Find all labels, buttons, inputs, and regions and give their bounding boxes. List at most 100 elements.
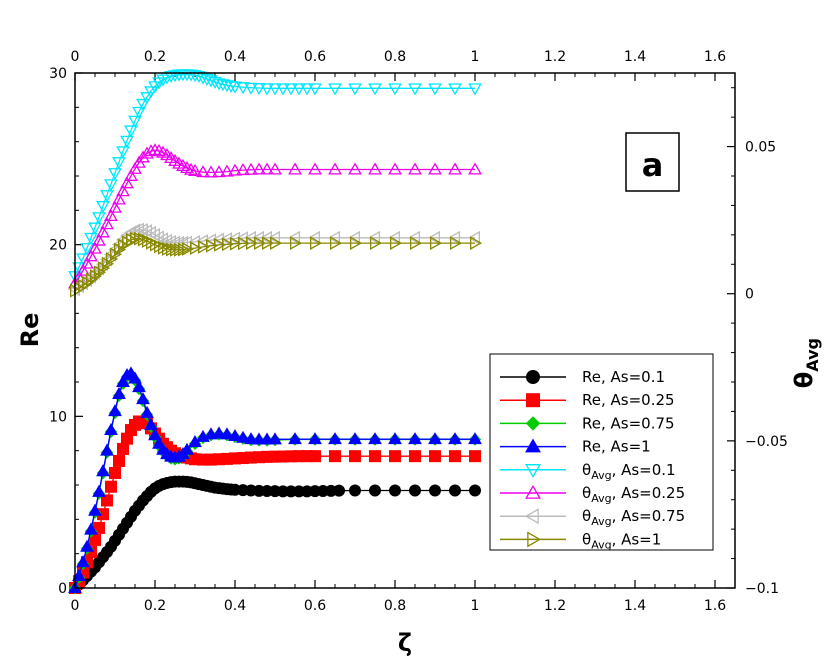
- data-point: [328, 432, 342, 445]
- data-point: [80, 256, 94, 269]
- data-point: [212, 165, 226, 178]
- data-point: [307, 230, 320, 245]
- legend-label-sub: Avg: [591, 492, 611, 505]
- data-point: [90, 269, 103, 283]
- data-point: [113, 454, 125, 467]
- data-point: [101, 494, 113, 507]
- data-point: [178, 242, 191, 257]
- legend-marker: [524, 508, 539, 525]
- data-point: [309, 450, 321, 463]
- data-point: [220, 427, 234, 440]
- data-point: [196, 165, 210, 178]
- data-point: [117, 442, 129, 455]
- data-point: [80, 539, 94, 552]
- data-point: [110, 247, 123, 262]
- data-point: [408, 432, 422, 445]
- data-point: [188, 70, 202, 83]
- data-point: [76, 263, 90, 276]
- data-point: [244, 82, 258, 95]
- x-tick-label-bottom: 0: [71, 598, 80, 614]
- data-point: [134, 231, 147, 246]
- data-point: [246, 236, 259, 250]
- data-point: [368, 432, 382, 445]
- data-point: [88, 222, 102, 235]
- data-point: [310, 236, 323, 250]
- data-point: [292, 83, 306, 96]
- data-point: [350, 236, 363, 250]
- x-tick-label-bottom: 1.2: [544, 598, 566, 614]
- data-point: [140, 92, 154, 105]
- data-point: [76, 555, 90, 568]
- data-point: [468, 432, 482, 445]
- data-point: [105, 480, 117, 493]
- y-tick-label: 10: [49, 409, 67, 425]
- data-point: [140, 405, 154, 418]
- legend-label-rest: , As=0.25: [612, 484, 686, 502]
- data-point: [348, 432, 362, 445]
- legend-label: θAvg, As=0.75: [582, 507, 685, 528]
- data-point: [268, 83, 282, 96]
- data-point: [108, 168, 122, 181]
- data-point: [222, 237, 235, 252]
- data-point: [104, 208, 118, 222]
- data-point: [236, 430, 250, 443]
- data-point: [84, 522, 98, 535]
- data-point: [348, 83, 362, 96]
- data-point: [116, 146, 130, 159]
- data-point: [369, 450, 381, 463]
- data-point: [244, 162, 258, 175]
- data-point: [112, 192, 126, 205]
- data-point: [368, 83, 382, 96]
- data-point: [308, 432, 322, 445]
- data-point: [230, 236, 243, 251]
- data-point: [180, 160, 194, 174]
- data-point: [409, 450, 421, 463]
- data-point: [287, 230, 300, 245]
- data-point: [468, 83, 482, 96]
- panel-label-box: a: [625, 132, 680, 192]
- data-point: [92, 484, 106, 497]
- x-tick-label-bottom: 0.4: [224, 598, 246, 614]
- data-point: [120, 135, 134, 148]
- data-point: [448, 83, 462, 96]
- data-point: [212, 426, 226, 439]
- x-tick-label-top: 0.8: [384, 49, 406, 65]
- data-point: [244, 432, 258, 445]
- data-point: [128, 371, 142, 384]
- x-tick-label-top: 1.4: [624, 49, 646, 65]
- data-point: [449, 450, 461, 463]
- data-point: [116, 374, 130, 387]
- legend-marker: [527, 531, 542, 548]
- data-point: [389, 450, 401, 463]
- data-point: [92, 212, 106, 225]
- data-point: [236, 82, 250, 95]
- y2-tick-label: 0: [745, 287, 754, 303]
- data-point: [300, 83, 314, 96]
- data-point: [236, 163, 250, 176]
- series-8: [70, 231, 483, 298]
- y-tick-label: 20: [49, 238, 67, 254]
- data-point: [268, 162, 282, 175]
- data-point: [328, 83, 342, 96]
- data-point: [447, 230, 460, 245]
- data-point: [408, 83, 422, 96]
- data-point: [428, 83, 442, 96]
- legend-item-1: Re, As=0.1: [500, 368, 665, 386]
- data-point: [88, 503, 102, 516]
- data-point: [260, 162, 274, 175]
- x-tick-label-bottom: 0.2: [144, 598, 166, 614]
- data-point: [369, 484, 381, 497]
- legend-label: Re, As=0.75: [582, 414, 675, 432]
- data-point: [427, 230, 440, 245]
- data-point: [190, 241, 203, 255]
- legend-label-rest: , As=1: [612, 530, 662, 548]
- legend-label: Re, As=0.25: [582, 391, 675, 409]
- x-tick-label-top: 0: [71, 49, 80, 65]
- y-tick-label: 0: [58, 581, 67, 597]
- data-point: [220, 164, 234, 177]
- y-tick-label: 30: [49, 66, 67, 82]
- data-point: [276, 83, 290, 96]
- x-tick-label-bottom: 1.6: [704, 598, 726, 614]
- legend-marker: [525, 484, 541, 499]
